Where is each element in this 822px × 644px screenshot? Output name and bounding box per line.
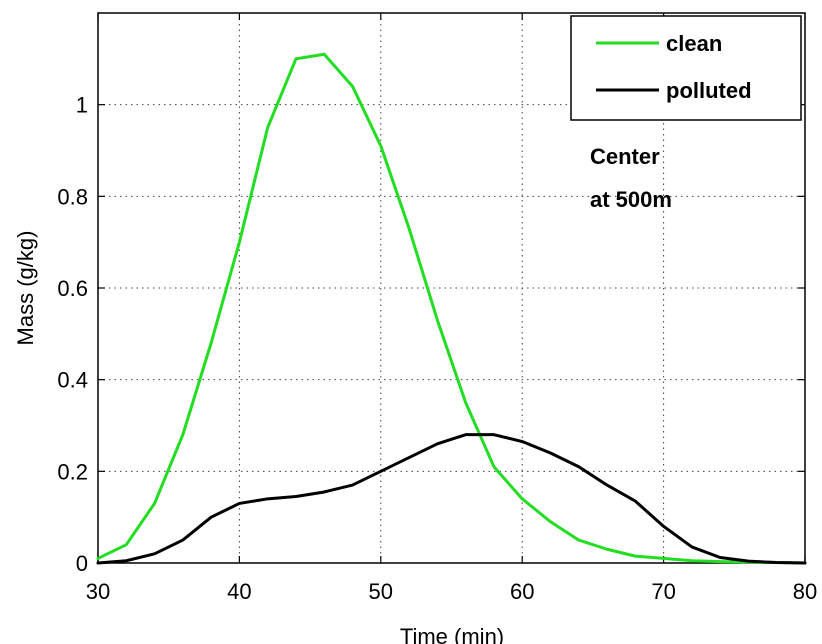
axis-ticks: 30 40 50 60 70 80 0 0.2 0.4 0.6 0.8 1	[57, 13, 817, 604]
series-lines	[96, 52, 807, 565]
x-tick-label-50: 50	[369, 579, 393, 604]
legend: clean polluted	[570, 15, 802, 121]
x-tick-label-30: 30	[86, 579, 110, 604]
x-axis-label: Time (min)	[400, 624, 504, 644]
y-tick-label-0: 0	[76, 551, 88, 576]
series-line-clean	[96, 52, 807, 565]
y-tick-label-0_4: 0.4	[57, 368, 88, 393]
x-tick-label-40: 40	[227, 579, 251, 604]
y-tick-label-1: 1	[76, 93, 88, 118]
y-tick-label-0_8: 0.8	[57, 184, 88, 209]
x-tick-label-80: 80	[793, 579, 817, 604]
x-tick-label-70: 70	[651, 579, 675, 604]
grid-lines	[98, 13, 805, 563]
legend-label-polluted: polluted	[666, 78, 752, 103]
y-tick-label-0_2: 0.2	[57, 459, 88, 484]
x-tick-label-60: 60	[510, 579, 534, 604]
y-axis-label: Mass (g/kg)	[13, 231, 38, 346]
series-line-polluted	[96, 433, 807, 565]
annotation-at-500m: at 500m	[590, 187, 672, 212]
legend-frame	[570, 15, 802, 121]
legend-label-clean: clean	[666, 31, 722, 56]
y-tick-label-0_6: 0.6	[57, 276, 88, 301]
annotation-center: Center	[590, 144, 660, 169]
